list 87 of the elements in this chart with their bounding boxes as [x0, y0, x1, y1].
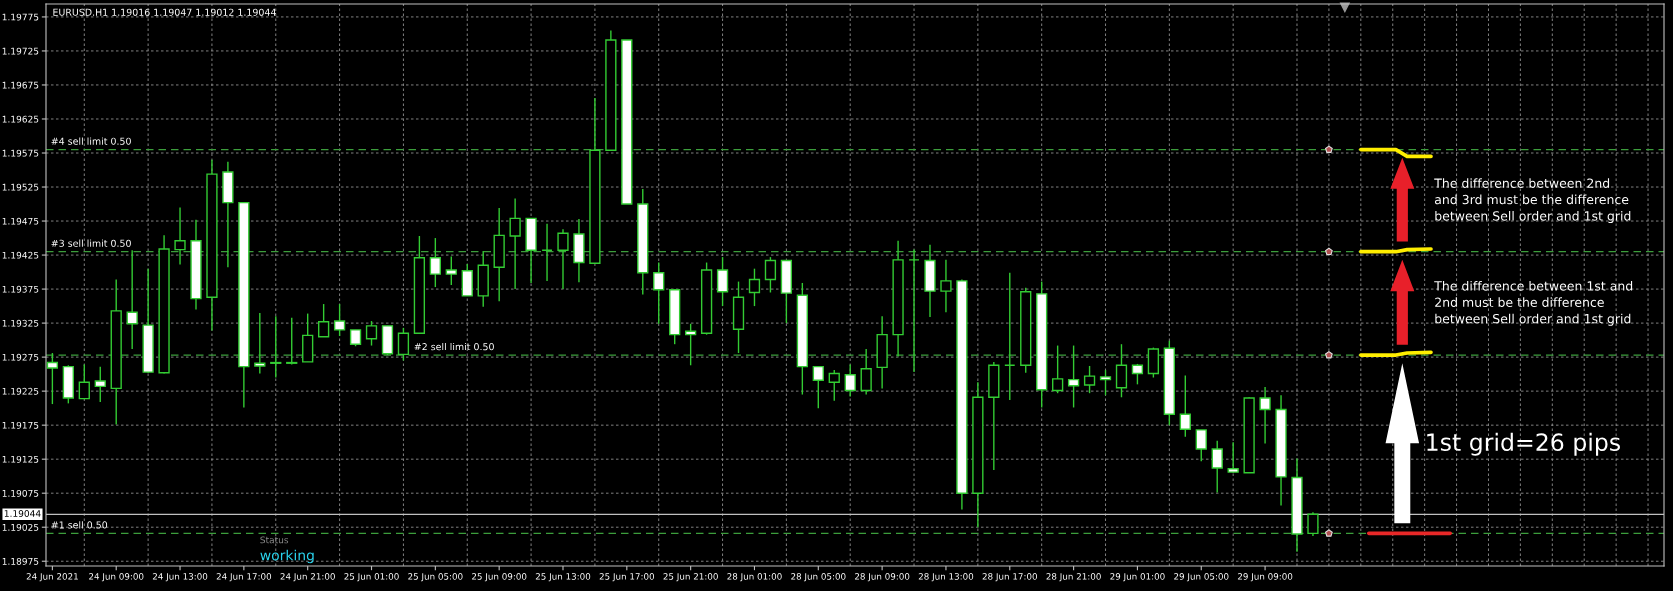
candlestick: [1131, 363, 1144, 386]
candlestick: [318, 303, 330, 338]
candlestick: [126, 249, 138, 350]
annotation: working: [260, 549, 314, 564]
x-tick-label: 25 Jun 01:00: [344, 573, 399, 582]
candlestick: [365, 320, 378, 347]
y-tick-label: 1.19425: [2, 251, 39, 259]
candlestick: [716, 256, 729, 307]
x-tick-label: 25 Jun 21:00: [663, 573, 718, 582]
candlestick: [1211, 440, 1223, 494]
candlestick: [270, 315, 282, 379]
candlestick: [653, 261, 665, 325]
x-tick-label: 28 Jun 09:00: [854, 573, 910, 582]
y-tick-label: 1.19625: [2, 115, 39, 123]
x-tick-label: 24 Jun 17:00: [216, 573, 272, 582]
candlestick: [1052, 344, 1064, 394]
candlestick: [397, 327, 410, 362]
x-tick-label: 28 Jun 21:00: [1046, 573, 1101, 582]
y-tick-label: 1.19525: [2, 183, 39, 191]
candlestick: [860, 348, 872, 396]
y-tick-label: 1.19325: [2, 319, 39, 327]
candlestick: [908, 248, 920, 373]
x-tick-label: 28 Jun 13:00: [918, 573, 974, 582]
x-tick-label: 24 Jun 21:00: [280, 573, 335, 582]
candlestick: [812, 365, 824, 409]
y-tick-label: 1.19125: [2, 455, 39, 463]
candlestick: [333, 303, 346, 337]
ref-line-label: #2 sell limit 0.50: [414, 342, 494, 351]
x-tick-label: 28 Jun 17:00: [982, 573, 1037, 582]
x-tick-label: 25 Jun 05:00: [408, 573, 463, 582]
candlestick: [940, 259, 952, 313]
x-tick-label: 24 Jun 13:00: [152, 573, 208, 582]
candlestick: [1195, 429, 1207, 462]
y-tick-label: 1.19675: [2, 81, 39, 89]
y-tick-label: 1.19075: [2, 489, 39, 497]
candlestick: [1099, 369, 1112, 396]
candlestick: [509, 197, 521, 290]
x-tick-label: 29 Jun 01:00: [1110, 573, 1165, 582]
candlestick: [541, 223, 553, 282]
candlestick: [286, 316, 298, 366]
x-tick-label: 29 Jun 05:00: [1174, 573, 1229, 582]
candlestick: [764, 256, 777, 294]
text: 1st grid=26 pips: [1427, 432, 1620, 456]
candlestick: [78, 363, 90, 401]
candlestick: [1227, 441, 1239, 474]
x-tick-label: 24 Jun 2021: [26, 573, 78, 582]
annotation: Status: [260, 536, 289, 544]
candlestick: [557, 228, 569, 290]
candlestick: [1067, 344, 1080, 409]
ref-line-label: 1.19044: [4, 510, 41, 517]
y-tick-label: 1.18975: [2, 557, 39, 565]
y-tick-label: 1.19275: [2, 353, 39, 361]
x-tick-label: 25 Jun 13:00: [535, 573, 591, 582]
candlestick: [1004, 272, 1016, 401]
x-tick-label: 24 Jun 09:00: [89, 573, 144, 582]
candlestick: [1115, 343, 1128, 398]
text: The difference between 1st and 2nd must be the difference between Sell order and 1st grid: [1434, 280, 1633, 326]
y-tick-label: 1.19375: [2, 285, 39, 293]
candlestick: [174, 206, 186, 266]
candlestick: [1259, 386, 1271, 445]
y-tick-label: 1.19575: [2, 149, 39, 157]
ref-line-label: #4 sell limit 0.50: [51, 137, 131, 145]
y-tick-label: 1.19025: [2, 523, 39, 531]
ref-line-label: #3 sell limit 0.50: [51, 239, 131, 247]
x-tick-label: 25 Jun 17:00: [599, 573, 655, 582]
candlestick: [844, 363, 856, 398]
candlestick: [748, 267, 761, 307]
y-tick-label: 1.19475: [2, 217, 39, 225]
x-tick-label: 28 Jun 05:00: [791, 573, 846, 582]
y-tick-label: 1.19225: [2, 387, 39, 395]
candlestick: [254, 312, 266, 375]
candlestick: [1179, 374, 1191, 438]
chart-title: EURUSD.H1 1.19016 1.19047 1.19012 1.19044: [53, 8, 276, 16]
candlestick: [94, 365, 106, 403]
x-tick-label: 29 Jun 09:00: [1237, 573, 1293, 582]
candlestick: [445, 255, 457, 286]
candlestick: [1307, 511, 1319, 537]
ref-line-label: #1 sell 0.50: [51, 521, 108, 529]
y-tick-label: 1.19775: [2, 13, 39, 21]
candlestick: [1083, 365, 1096, 394]
candlestick: [828, 369, 840, 402]
text: The difference between 2nd and 3rd must be the difference between Sell order and 1st grid: [1434, 178, 1631, 224]
y-tick-label: 1.19725: [2, 47, 39, 55]
candlestick: [429, 237, 441, 288]
y-tick-label: 1.19175: [2, 421, 39, 429]
x-tick-label: 25 Jun 09:00: [472, 573, 527, 582]
x-tick-label: 28 Jun 01:00: [727, 573, 782, 582]
